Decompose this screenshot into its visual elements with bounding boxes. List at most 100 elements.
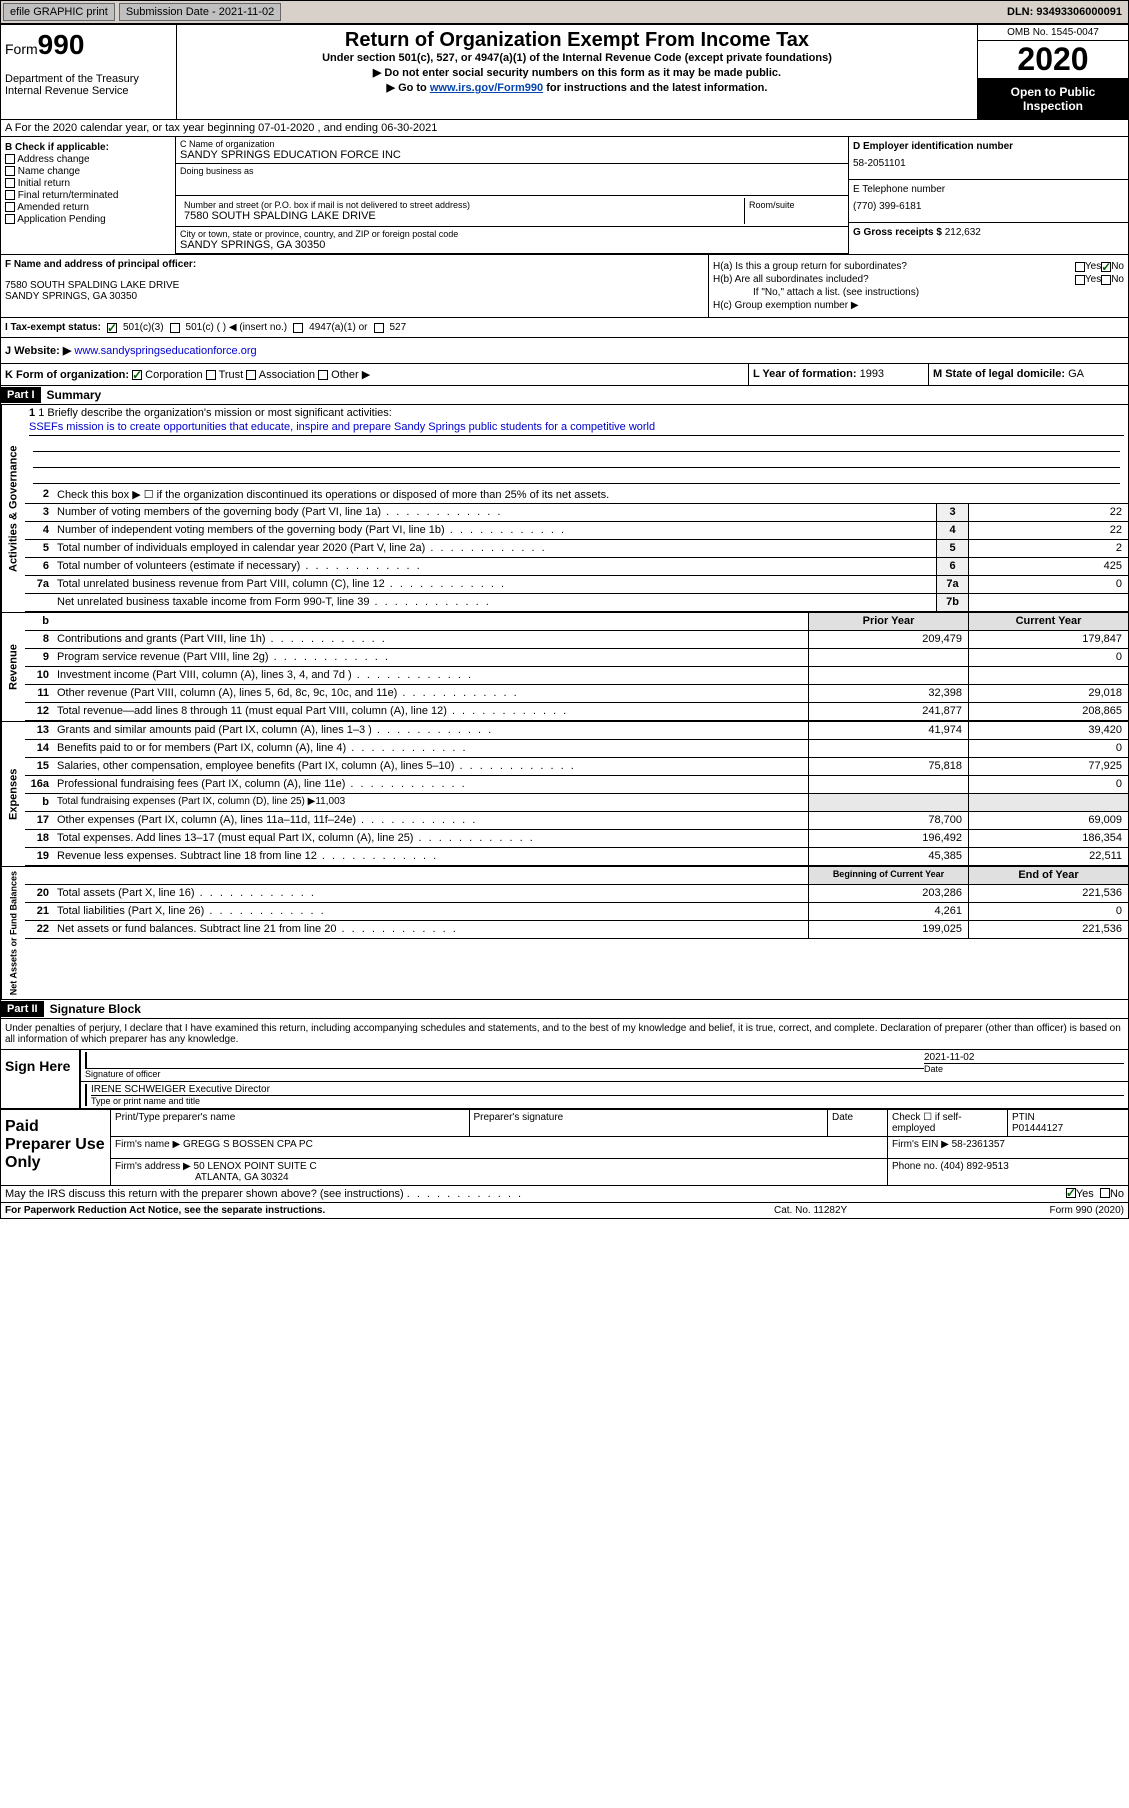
ha-label: H(a) Is this a group return for subordin… [713, 261, 1075, 272]
governance-section: Activities & Governance 1 1 Briefly desc… [1, 404, 1128, 612]
dept-treasury: Department of the Treasury Internal Reve… [5, 73, 172, 97]
sig-date: 2021-11-02 [924, 1052, 1124, 1063]
part1-header: Part I Summary [1, 385, 1128, 404]
row-num: 17 [25, 812, 53, 829]
row-curr: 0 [968, 649, 1128, 666]
row-num: 21 [25, 903, 53, 920]
hc-label: H(c) Group exemption number ▶ [713, 300, 859, 311]
chk-final[interactable] [5, 190, 15, 200]
prep-date-label: Date [832, 1112, 883, 1123]
row-prior: 209,479 [808, 631, 968, 648]
table-row: b Total fundraising expenses (Part IX, c… [25, 794, 1128, 812]
dln: DLN: 93493306000091 [1001, 6, 1128, 18]
row-curr: 208,865 [968, 703, 1128, 720]
omb-number: OMB No. 1545-0047 [978, 25, 1128, 41]
header: Form990 Department of the Treasury Inter… [1, 25, 1128, 119]
hb-no[interactable] [1101, 275, 1111, 285]
lbl-amended: Amended return [17, 202, 89, 213]
chk-501c[interactable] [170, 323, 180, 333]
row-text: Contributions and grants (Part VIII, lin… [53, 631, 808, 648]
chk-pending[interactable] [5, 214, 15, 224]
discuss-yes-lbl: Yes [1076, 1188, 1094, 1200]
table-row: 13 Grants and similar amounts paid (Part… [25, 722, 1128, 740]
row-num: 11 [25, 685, 53, 702]
table-row: 15 Salaries, other compensation, employe… [25, 758, 1128, 776]
chk-name[interactable] [5, 166, 15, 176]
chk-corp[interactable] [132, 370, 142, 380]
row-prior [808, 776, 968, 793]
row-curr: 29,018 [968, 685, 1128, 702]
org-name: SANDY SPRINGS EDUCATION FORCE INC [180, 149, 844, 161]
chk-527[interactable] [374, 323, 384, 333]
chk-assoc[interactable] [246, 370, 256, 380]
q1-label: 1 1 Briefly describe the organization's … [29, 407, 1124, 419]
chk-amended[interactable] [5, 202, 15, 212]
discuss-no[interactable] [1100, 1188, 1110, 1198]
tel-label: E Telephone number [853, 184, 1124, 195]
part2-title: Signature Block [44, 1000, 147, 1018]
row-num: 3 [25, 504, 53, 521]
ha-no[interactable] [1101, 262, 1111, 272]
row-num: 14 [25, 740, 53, 757]
ein-label: D Employer identification number [853, 141, 1124, 152]
sec-i: I Tax-exempt status: 501(c)(3) 501(c) ( … [1, 317, 1128, 337]
ptin: P01444127 [1012, 1123, 1124, 1134]
row-num: 7a [25, 576, 53, 593]
row-val [968, 594, 1128, 611]
row-blank [968, 794, 1128, 811]
uline1 [33, 436, 1120, 452]
chk-initial[interactable] [5, 178, 15, 188]
row-num: 22 [25, 921, 53, 938]
row-num: 10 [25, 667, 53, 684]
ptin-label: PTIN [1012, 1112, 1124, 1123]
discuss-no-lbl: No [1110, 1188, 1124, 1200]
footer-form: Form 990 (2020) [974, 1205, 1124, 1216]
row-text: Revenue less expenses. Subtract line 18 … [53, 848, 808, 865]
firm-name-label: Firm's name ▶ [115, 1139, 180, 1150]
website: www.sandyspringseducationforce.org [74, 345, 256, 357]
chk-501c3[interactable] [107, 323, 117, 333]
row-val: 0 [968, 576, 1128, 593]
table-row: 11 Other revenue (Part VIII, column (A),… [25, 685, 1128, 703]
row-text: Total liabilities (Part X, line 26) [53, 903, 808, 920]
chk-other[interactable] [318, 370, 328, 380]
discuss-yes[interactable] [1066, 1188, 1076, 1198]
ha-no-lbl: No [1111, 261, 1124, 272]
lbl-pending: Application Pending [17, 214, 105, 225]
irs-link[interactable]: www.irs.gov/Form990 [430, 82, 543, 94]
chk-trust[interactable] [206, 370, 216, 380]
phone-label: Phone no. [892, 1161, 938, 1172]
table-row: 17 Other expenses (Part IX, column (A), … [25, 812, 1128, 830]
row-text: Other expenses (Part IX, column (A), lin… [53, 812, 808, 829]
tax-year: 2020 [978, 41, 1128, 79]
gross-label: G Gross receipts $ [853, 227, 942, 238]
row-num: 20 [25, 885, 53, 902]
chk-4947[interactable] [293, 323, 303, 333]
row-box: 7a [936, 576, 968, 593]
lbl-trust: Trust [219, 369, 244, 381]
form-sub1: Under section 501(c), 527, or 4947(a)(1)… [181, 52, 973, 64]
lbl-address: Address change [17, 154, 89, 165]
row-num: 15 [25, 758, 53, 775]
footer: For Paperwork Reduction Act Notice, see … [1, 1202, 1128, 1218]
row-text: Professional fundraising fees (Part IX, … [53, 776, 808, 793]
submission-date-button[interactable]: Submission Date - 2021-11-02 [119, 3, 281, 21]
row-text: Total expenses. Add lines 13–17 (must eq… [53, 830, 808, 847]
footer-catno: Cat. No. 11282Y [774, 1205, 974, 1216]
row-curr: 0 [968, 903, 1128, 920]
row-curr: 221,536 [968, 921, 1128, 938]
table-row: 19 Revenue less expenses. Subtract line … [25, 848, 1128, 866]
row-box: 7b [936, 594, 968, 611]
hb-yes-lbl: Yes [1085, 274, 1101, 285]
b-label: B Check if applicable: [5, 142, 109, 153]
ha-yes[interactable] [1075, 262, 1085, 272]
firm-name: GREGG S BOSSEN CPA PC [183, 1139, 313, 1150]
l-label: L Year of formation: [753, 368, 857, 380]
part1-badge: Part I [1, 387, 41, 403]
efile-button[interactable]: efile GRAPHIC print [3, 3, 115, 21]
col-d: D Employer identification number 58-2051… [848, 137, 1128, 254]
table-row: 22 Net assets or fund balances. Subtract… [25, 921, 1128, 939]
hb-label: H(b) Are all subordinates included? [713, 274, 1075, 285]
hb-yes[interactable] [1075, 275, 1085, 285]
chk-address[interactable] [5, 154, 15, 164]
